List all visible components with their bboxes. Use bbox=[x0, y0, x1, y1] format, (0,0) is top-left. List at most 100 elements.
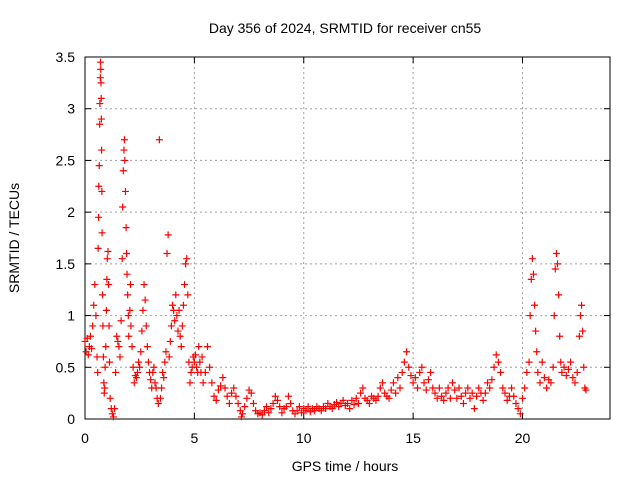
data-point bbox=[533, 348, 541, 356]
data-point bbox=[204, 343, 211, 351]
chart-title: Day 356 of 2024, SRMTID for receiver cn5… bbox=[209, 20, 482, 36]
data-point bbox=[462, 389, 470, 397]
plot-frame bbox=[84, 56, 611, 420]
y-tick-label: 2 bbox=[67, 204, 75, 220]
data-point bbox=[127, 281, 134, 289]
data-point bbox=[265, 409, 273, 417]
x-tick-label: 20 bbox=[515, 430, 531, 446]
data-point bbox=[106, 394, 114, 402]
data-point bbox=[555, 291, 563, 299]
data-point bbox=[96, 120, 104, 128]
data-point bbox=[171, 317, 179, 325]
data-point bbox=[387, 386, 395, 394]
data-point bbox=[523, 368, 531, 376]
data-point bbox=[278, 409, 286, 417]
data-point bbox=[422, 386, 430, 394]
data-point bbox=[550, 312, 558, 320]
data-point bbox=[92, 312, 100, 320]
data-point bbox=[88, 345, 96, 353]
data-point bbox=[193, 363, 201, 371]
data-point bbox=[109, 413, 117, 421]
data-point bbox=[466, 394, 474, 402]
data-point bbox=[427, 368, 435, 376]
data-point bbox=[124, 312, 132, 320]
data-point bbox=[111, 405, 119, 413]
data-point bbox=[282, 403, 290, 411]
data-point bbox=[166, 337, 174, 345]
data-point bbox=[304, 403, 312, 411]
data-point bbox=[497, 368, 505, 376]
data-point bbox=[219, 374, 227, 382]
data-point bbox=[118, 255, 126, 263]
data-point bbox=[122, 224, 130, 232]
data-point bbox=[405, 363, 413, 371]
data-point bbox=[225, 399, 233, 407]
x-axis-label: GPS time / hours bbox=[292, 458, 399, 474]
data-point bbox=[230, 384, 238, 392]
data-point bbox=[457, 392, 465, 400]
data-point bbox=[481, 389, 489, 397]
data-point bbox=[433, 394, 441, 402]
data-point bbox=[96, 100, 104, 108]
data-point bbox=[451, 386, 459, 394]
data-point bbox=[418, 363, 426, 371]
data-point bbox=[580, 363, 588, 371]
data-point bbox=[512, 399, 520, 407]
data-point bbox=[532, 327, 540, 335]
data-point bbox=[169, 301, 176, 309]
data-point bbox=[579, 327, 587, 335]
data-point bbox=[232, 392, 240, 400]
data-point bbox=[160, 374, 168, 382]
data-point bbox=[411, 374, 419, 382]
data-point bbox=[155, 136, 163, 144]
y-tick-label: 1.5 bbox=[56, 256, 76, 272]
data-point bbox=[106, 358, 113, 366]
data-point bbox=[344, 399, 351, 407]
data-point bbox=[167, 322, 175, 330]
data-point bbox=[519, 394, 526, 402]
data-point bbox=[143, 343, 151, 351]
data-point bbox=[392, 389, 400, 397]
data-point bbox=[357, 389, 365, 397]
data-point bbox=[346, 405, 354, 413]
data-point bbox=[97, 115, 105, 123]
data-point bbox=[123, 270, 131, 278]
data-point bbox=[575, 332, 583, 340]
data-point bbox=[98, 146, 106, 154]
data-point bbox=[121, 187, 129, 195]
data-point bbox=[528, 255, 536, 263]
axis-ticks: 0 0.5 1 1.5 2 2.5 3 3.5 0 5 10 15 20 bbox=[56, 49, 610, 446]
data-point bbox=[468, 389, 476, 397]
data-point bbox=[440, 396, 448, 404]
data-point bbox=[269, 399, 277, 407]
data-point bbox=[137, 348, 145, 356]
data-marks bbox=[81, 58, 590, 421]
data-point bbox=[564, 365, 572, 373]
data-point bbox=[459, 399, 467, 407]
data-point bbox=[385, 394, 393, 402]
data-point bbox=[123, 250, 131, 258]
data-point bbox=[328, 405, 336, 413]
data-point bbox=[112, 368, 120, 376]
data-point bbox=[93, 353, 101, 361]
data-point bbox=[101, 384, 109, 392]
data-point bbox=[416, 368, 424, 376]
data-point bbox=[95, 213, 103, 221]
data-point bbox=[359, 384, 367, 392]
data-point bbox=[499, 384, 507, 392]
data-point bbox=[91, 281, 99, 289]
data-point bbox=[124, 291, 132, 299]
data-point bbox=[239, 410, 246, 418]
data-point bbox=[494, 358, 502, 366]
data-point bbox=[453, 394, 461, 402]
data-point bbox=[89, 322, 97, 330]
data-point bbox=[573, 368, 581, 376]
data-point bbox=[379, 379, 386, 387]
data-point bbox=[552, 250, 560, 258]
data-point bbox=[120, 136, 128, 144]
data-point bbox=[228, 389, 236, 397]
data-point bbox=[184, 291, 192, 299]
data-point bbox=[560, 363, 568, 371]
data-point bbox=[142, 322, 150, 330]
